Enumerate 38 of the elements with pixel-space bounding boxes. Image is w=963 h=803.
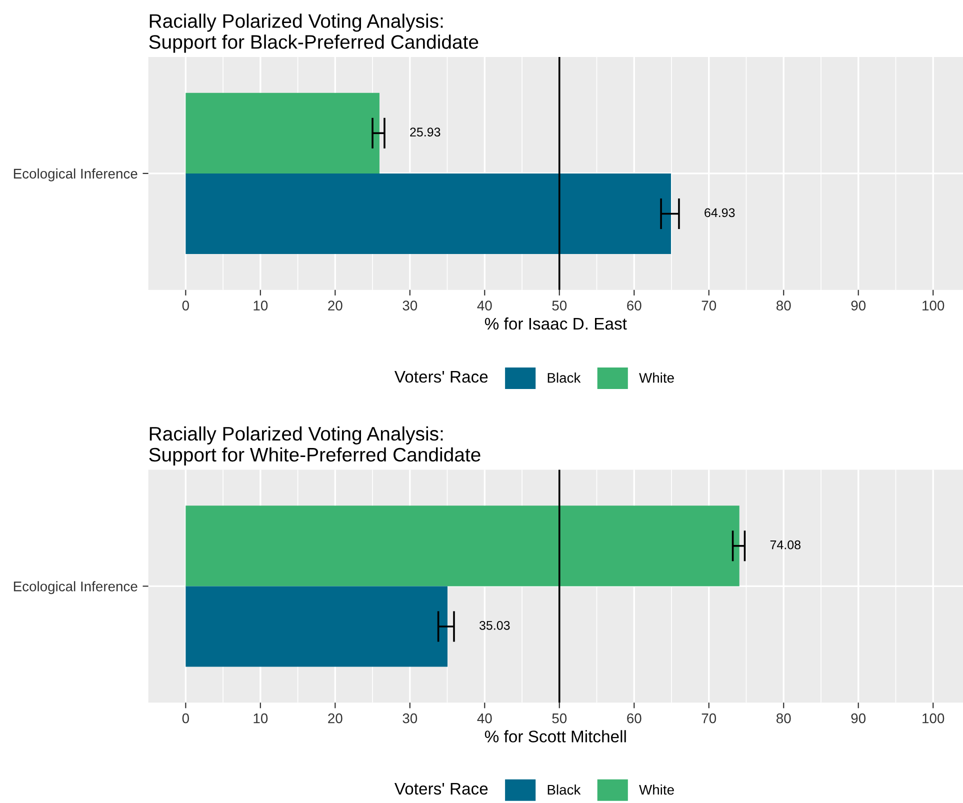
legend-title: Voters' Race bbox=[394, 782, 488, 795]
x-tick-label: 10 bbox=[254, 713, 268, 724]
x-tick-label: 60 bbox=[627, 713, 642, 724]
x-tick-label: 30 bbox=[402, 300, 418, 310]
data-label: 74.08 bbox=[770, 540, 800, 550]
x-tick-label: 90 bbox=[851, 713, 866, 724]
data-label: 64.93 bbox=[704, 208, 735, 218]
legend-label: White bbox=[639, 784, 674, 795]
x-tick-label: 20 bbox=[328, 300, 342, 310]
x-axis-title: % for Isaac D. East bbox=[484, 317, 627, 330]
x-tick-label: 10 bbox=[254, 300, 268, 310]
legend-label: Black bbox=[548, 372, 581, 383]
y-tick-label: Ecological Inference bbox=[14, 581, 138, 594]
x-tick-label: 40 bbox=[477, 713, 492, 724]
x-tick-label: 0 bbox=[182, 713, 189, 724]
x-axis-title: % for Scott Mitchell bbox=[484, 730, 626, 742]
x-tick-label: 0 bbox=[182, 300, 189, 310]
x-tick-label: 60 bbox=[627, 300, 642, 310]
x-tick-label: 100 bbox=[922, 713, 944, 724]
legend-label: Black bbox=[548, 784, 581, 795]
x-tick-label: 20 bbox=[328, 713, 342, 724]
legend-label: White bbox=[639, 372, 674, 383]
x-tick-label: 70 bbox=[702, 300, 716, 310]
x-tick-label: 30 bbox=[402, 713, 418, 724]
y-tick-label: Ecological Inference bbox=[14, 168, 138, 182]
x-tick-label: 50 bbox=[552, 300, 567, 310]
chart-title: Racially Polarized Voting Analysis: Support for Black-Preferred Candidate bbox=[149, 14, 478, 53]
chart-title: Racially Polarized Voting Analysis: Support for White-Preferred Candidate bbox=[149, 426, 480, 466]
x-tick-label: 80 bbox=[776, 300, 791, 310]
x-tick-label: 80 bbox=[776, 713, 791, 724]
legend-title: Voters' Race bbox=[394, 371, 488, 383]
x-tick-label: 70 bbox=[702, 713, 716, 724]
data-label: 35.03 bbox=[479, 621, 510, 630]
data-label: 25.93 bbox=[410, 128, 440, 136]
x-tick-label: 100 bbox=[922, 300, 944, 310]
x-tick-label: 40 bbox=[477, 300, 492, 310]
x-tick-label: 90 bbox=[851, 300, 866, 310]
x-tick-label: 50 bbox=[552, 713, 567, 724]
